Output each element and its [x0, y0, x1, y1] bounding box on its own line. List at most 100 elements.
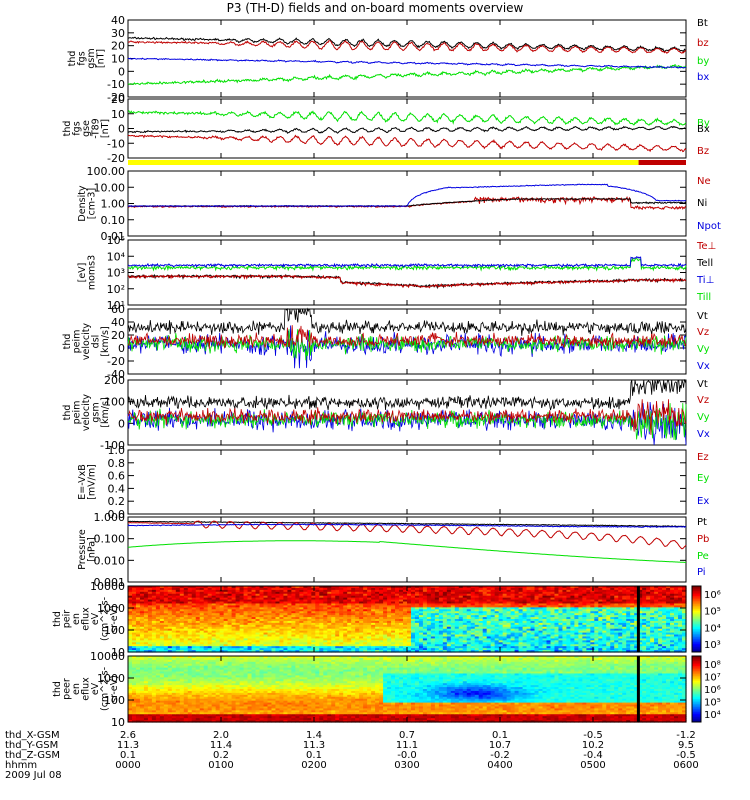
- spectrogram-cell: [287, 650, 293, 653]
- spectrogram-cell: [295, 607, 300, 610]
- spectrogram-cell: [490, 597, 496, 601]
- spectrogram-cell: [418, 638, 424, 641]
- spectrogram-cell: [642, 599, 647, 603]
- spectrogram-cell: [554, 630, 560, 634]
- spectrogram-cell: [558, 620, 564, 624]
- spectrogram-cell: [570, 599, 575, 603]
- spectrogram-cell: [195, 593, 201, 597]
- spectrogram-cell: [494, 613, 500, 616]
- spectrogram-cell: [267, 615, 273, 618]
- spectrogram-cell: [247, 648, 253, 651]
- spectrogram-cell: [562, 622, 568, 626]
- spectrogram-cell: [311, 632, 316, 636]
- spectrogram-cell: [666, 607, 671, 610]
- spectrogram-cell: [375, 593, 380, 597]
- spectrogram-cell: [335, 642, 340, 645]
- spectrogram-cell: [359, 619, 364, 622]
- spectrogram-cell: [450, 601, 456, 605]
- spectrogram-cell: [426, 624, 432, 628]
- spectrogram-cell: [522, 611, 528, 614]
- spectrogram-cell: [171, 650, 177, 653]
- mode-bar-slow: [128, 160, 639, 165]
- spectrogram-cell: [211, 628, 217, 632]
- spectrogram-cell: [550, 595, 556, 599]
- spectrogram-cell: [323, 650, 328, 653]
- spectrogram-cell: [371, 636, 376, 640]
- spectrogram-cell: [434, 619, 440, 622]
- spectrogram-cell: [554, 648, 560, 651]
- spectrogram-cell: [243, 642, 249, 645]
- spectrogram-cell: [586, 613, 591, 616]
- spectrogram-cell: [498, 634, 504, 638]
- spectrogram-cell: [307, 634, 312, 638]
- spectrogram-cell: [335, 611, 340, 614]
- spectrogram-cell: [658, 605, 663, 608]
- spectrogram-cell: [574, 632, 579, 636]
- spectrogram-cell: [470, 646, 476, 649]
- spectrogram-cell: [578, 630, 583, 634]
- spectrogram-cell: [387, 628, 392, 632]
- spectrogram-cell: [159, 624, 165, 628]
- spectrogram-cell: [450, 617, 456, 620]
- spectrogram-cell: [395, 593, 400, 597]
- series-line: [128, 520, 687, 550]
- spectrogram-cell: [307, 632, 312, 636]
- spectrogram-cell: [299, 650, 304, 653]
- spectrogram-cell: [618, 648, 623, 651]
- spectrogram-cell: [395, 638, 400, 641]
- spectrogram-cell: [295, 601, 300, 605]
- spectrogram-cell: [319, 632, 324, 636]
- spectrogram-cell: [303, 617, 308, 620]
- spectrogram-cell: [259, 644, 265, 647]
- spectrogram-cell: [211, 605, 217, 608]
- spectrogram-cell: [239, 628, 245, 632]
- spectrogram-cell: [407, 587, 412, 591]
- spectrogram-cell: [327, 613, 332, 616]
- spectrogram-cell: [470, 630, 476, 634]
- spectrogram-cell: [203, 638, 209, 641]
- spectrogram-cell: [446, 622, 452, 626]
- spectrogram-cell: [638, 617, 643, 620]
- spectrogram-cell: [275, 636, 281, 640]
- spectrogram-cell: [542, 607, 548, 610]
- spectrogram-cell: [207, 615, 213, 618]
- y-tick-label: 0.2: [108, 495, 126, 508]
- spectrogram-cell: [271, 636, 277, 640]
- spectrogram-cell: [642, 620, 647, 624]
- spectrogram-cell: [430, 591, 436, 595]
- spectrogram-cell: [199, 601, 205, 605]
- spectrogram-cell: [259, 617, 265, 620]
- spectrogram-cell: [474, 599, 480, 603]
- spectrogram-cell: [418, 622, 424, 626]
- spectrogram-cell: [383, 630, 388, 634]
- spectrogram-cell: [331, 620, 336, 624]
- spectrogram-cell: [598, 628, 603, 632]
- spectrogram-cell: [490, 626, 496, 630]
- spectrogram-cell: [307, 597, 312, 601]
- spectrogram-cell: [139, 603, 145, 607]
- spectrogram-cell: [299, 636, 304, 640]
- spectrogram-cell: [618, 636, 623, 640]
- spectrogram-cell: [163, 634, 169, 638]
- spectrogram-cell: [403, 636, 408, 640]
- spectrogram-cell: [462, 622, 468, 626]
- spectrogram-cell: [626, 587, 631, 591]
- spectrogram-cell: [602, 650, 607, 653]
- spectrogram-cell: [506, 648, 512, 651]
- spectrogram-cell: [243, 619, 249, 622]
- spectrogram-cell: [251, 611, 257, 614]
- spectrogram-cell: [622, 644, 627, 647]
- spectrogram-cell: [151, 636, 157, 640]
- spectrogram-cell: [367, 599, 372, 603]
- spectrogram-cell: [446, 632, 452, 636]
- spectrogram-cell: [395, 620, 400, 624]
- spectrogram-cell: [502, 615, 508, 618]
- spectrogram-cell: [418, 636, 424, 640]
- spectrogram-cell: [231, 642, 237, 645]
- spectrogram-cell: [203, 626, 209, 630]
- spectrogram-cell: [267, 646, 273, 649]
- spectrogram-cell: [634, 591, 639, 595]
- spectrogram-cell: [494, 593, 500, 597]
- spectrogram-cell: [271, 586, 277, 589]
- spectrogram-cell: [147, 601, 153, 605]
